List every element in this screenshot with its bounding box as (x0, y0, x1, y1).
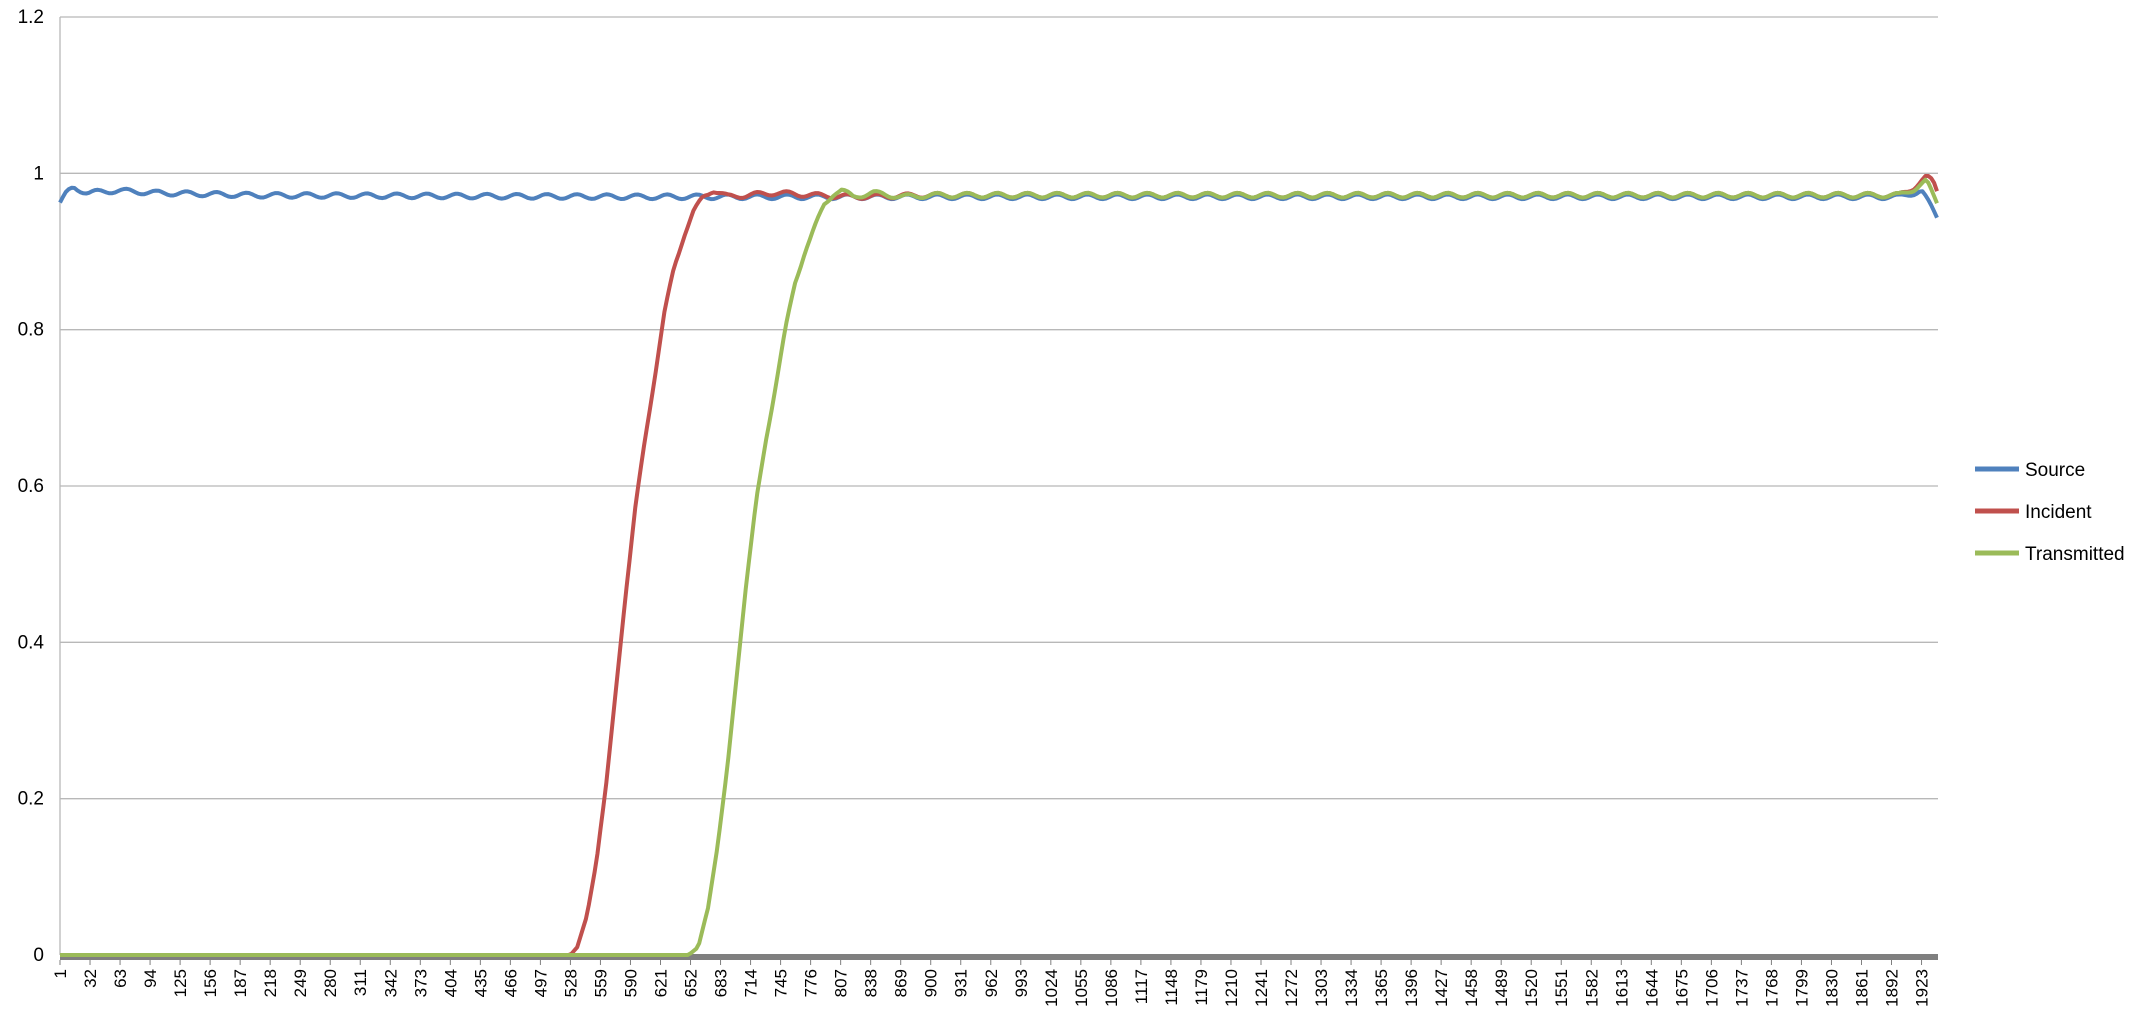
x-tick-label: 745 (772, 969, 791, 997)
x-tick-label: 404 (441, 969, 460, 997)
x-tick-label: 1396 (1402, 969, 1421, 1007)
gridlines (59, 16, 1938, 960)
y-tick-label: 0 (33, 945, 44, 966)
x-tick-label: 156 (201, 969, 220, 997)
x-axis-tick-labels: 1 32 63 94 125 156 187 218 249 280 311 342 373 404 435… (51, 960, 1932, 1007)
x-tick-label: 621 (651, 969, 670, 997)
x-tick-label: 838 (862, 969, 881, 997)
x-tick-label: 1613 (1612, 969, 1631, 1007)
x-tick-label: 1582 (1582, 969, 1601, 1007)
x-tick-label: 249 (291, 969, 310, 997)
x-tick-label: 1427 (1432, 969, 1451, 1007)
x-tick-label: 1489 (1492, 969, 1511, 1007)
x-tick-label: 1303 (1312, 969, 1331, 1007)
x-tick-label: 1675 (1672, 969, 1691, 1007)
x-tick-label: 869 (892, 969, 911, 997)
x-tick-label: 497 (531, 969, 550, 997)
x-tick-label: 528 (561, 969, 580, 997)
legend: Source Incident Transmitted (1975, 460, 2125, 565)
y-tick-label: 1 (33, 163, 44, 184)
x-tick-label: 1737 (1732, 969, 1751, 1007)
x-tick-label: 1055 (1072, 969, 1091, 1007)
y-axis-tick-labels: 0 0.2 0.4 0.6 0.8 1 1.2 (18, 7, 45, 966)
x-tick-label: 466 (501, 969, 520, 997)
x-tick-label: 559 (591, 969, 610, 997)
x-tick-label: 1706 (1702, 969, 1721, 1007)
x-tick-label: 1117 (1132, 969, 1151, 1004)
x-tick-label: 962 (982, 969, 1001, 997)
x-tick-label: 1644 (1642, 969, 1661, 1007)
x-tick-label: 125 (171, 969, 190, 997)
x-tick-label: 590 (621, 969, 640, 997)
x-tick-label: 1334 (1342, 969, 1361, 1007)
y-tick-label: 1.2 (18, 7, 44, 28)
x-tick-label: 714 (742, 969, 761, 997)
x-tick-label: 187 (231, 969, 250, 997)
x-tick-label: 1892 (1883, 969, 1902, 1007)
x-tick-label: 342 (381, 969, 400, 997)
series-line-transmitted (60, 177, 1939, 957)
x-tick-label: 1 (51, 969, 70, 978)
x-tick-label: 1210 (1222, 969, 1241, 1007)
x-tick-label: 1458 (1462, 969, 1481, 1007)
x-tick-label: 63 (111, 969, 130, 988)
y-tick-label: 0.4 (18, 632, 45, 653)
x-tick-label: 1923 (1913, 969, 1932, 1007)
x-tick-label: 807 (832, 969, 851, 997)
x-tick-label: 1861 (1852, 969, 1871, 1007)
x-tick-label: 435 (471, 969, 490, 997)
x-tick-label: 280 (321, 969, 340, 997)
x-tick-label: 1768 (1762, 969, 1781, 1007)
y-tick-label: 0.6 (18, 476, 44, 497)
x-tick-label: 1799 (1792, 969, 1811, 1007)
x-tick-label: 931 (952, 969, 971, 997)
x-tick-label: 1520 (1522, 969, 1541, 1007)
legend-label-incident: Incident (2025, 502, 2092, 523)
x-tick-label: 311 (351, 969, 370, 996)
series-lines (58, 174, 1939, 957)
x-tick-label: 1179 (1192, 969, 1211, 1006)
x-tick-label: 1272 (1282, 969, 1301, 1007)
x-tick-label: 993 (1012, 969, 1031, 997)
x-tick-label: 1086 (1102, 969, 1121, 1007)
x-tick-label: 1830 (1822, 969, 1841, 1007)
x-tick-label: 1241 (1252, 969, 1271, 1007)
x-tick-label: 1365 (1372, 969, 1391, 1007)
x-tick-label: 776 (802, 969, 821, 997)
x-tick-label: 94 (141, 969, 160, 988)
x-tick-label: 32 (81, 969, 100, 988)
x-tick-label: 900 (922, 969, 941, 997)
x-tick-label: 1148 (1162, 969, 1181, 1006)
x-tick-label: 1551 (1552, 969, 1571, 1007)
legend-label-transmitted: Transmitted (2025, 544, 2125, 565)
x-tick-label: 218 (261, 969, 280, 997)
y-tick-label: 0.2 (18, 789, 44, 810)
x-tick-label: 652 (682, 969, 701, 997)
legend-label-source: Source (2025, 460, 2085, 481)
x-tick-label: 1024 (1042, 969, 1061, 1007)
y-tick-label: 0.8 (18, 320, 44, 341)
x-tick-label: 373 (411, 969, 430, 997)
series-line-incident (60, 174, 1939, 957)
x-tick-label: 683 (712, 969, 731, 997)
